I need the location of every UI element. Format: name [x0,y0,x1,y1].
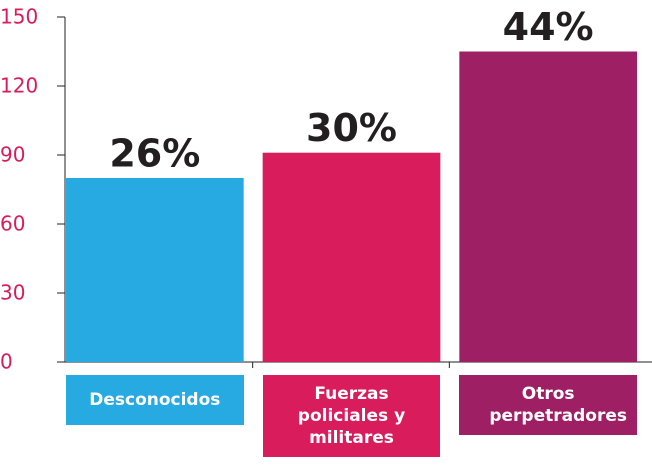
category-label: Otros perpetradores [459,375,637,435]
y-tick-label: 30 [0,281,25,305]
bar [262,152,441,362]
y-tick-label: 150 [0,5,38,29]
bar [459,51,637,362]
y-tick-label: 120 [0,74,38,98]
value-label: 26% [109,132,200,176]
y-tick-label: 0 [0,350,13,374]
y-tick-label: 90 [0,143,25,167]
value-label: 44% [503,5,594,49]
value-label: 30% [306,106,397,150]
y-tick-label: 60 [0,212,25,236]
category-label: Fuerzas policiales y militares [262,375,441,457]
category-label: Desconocidos [66,375,244,425]
bar [66,178,244,362]
